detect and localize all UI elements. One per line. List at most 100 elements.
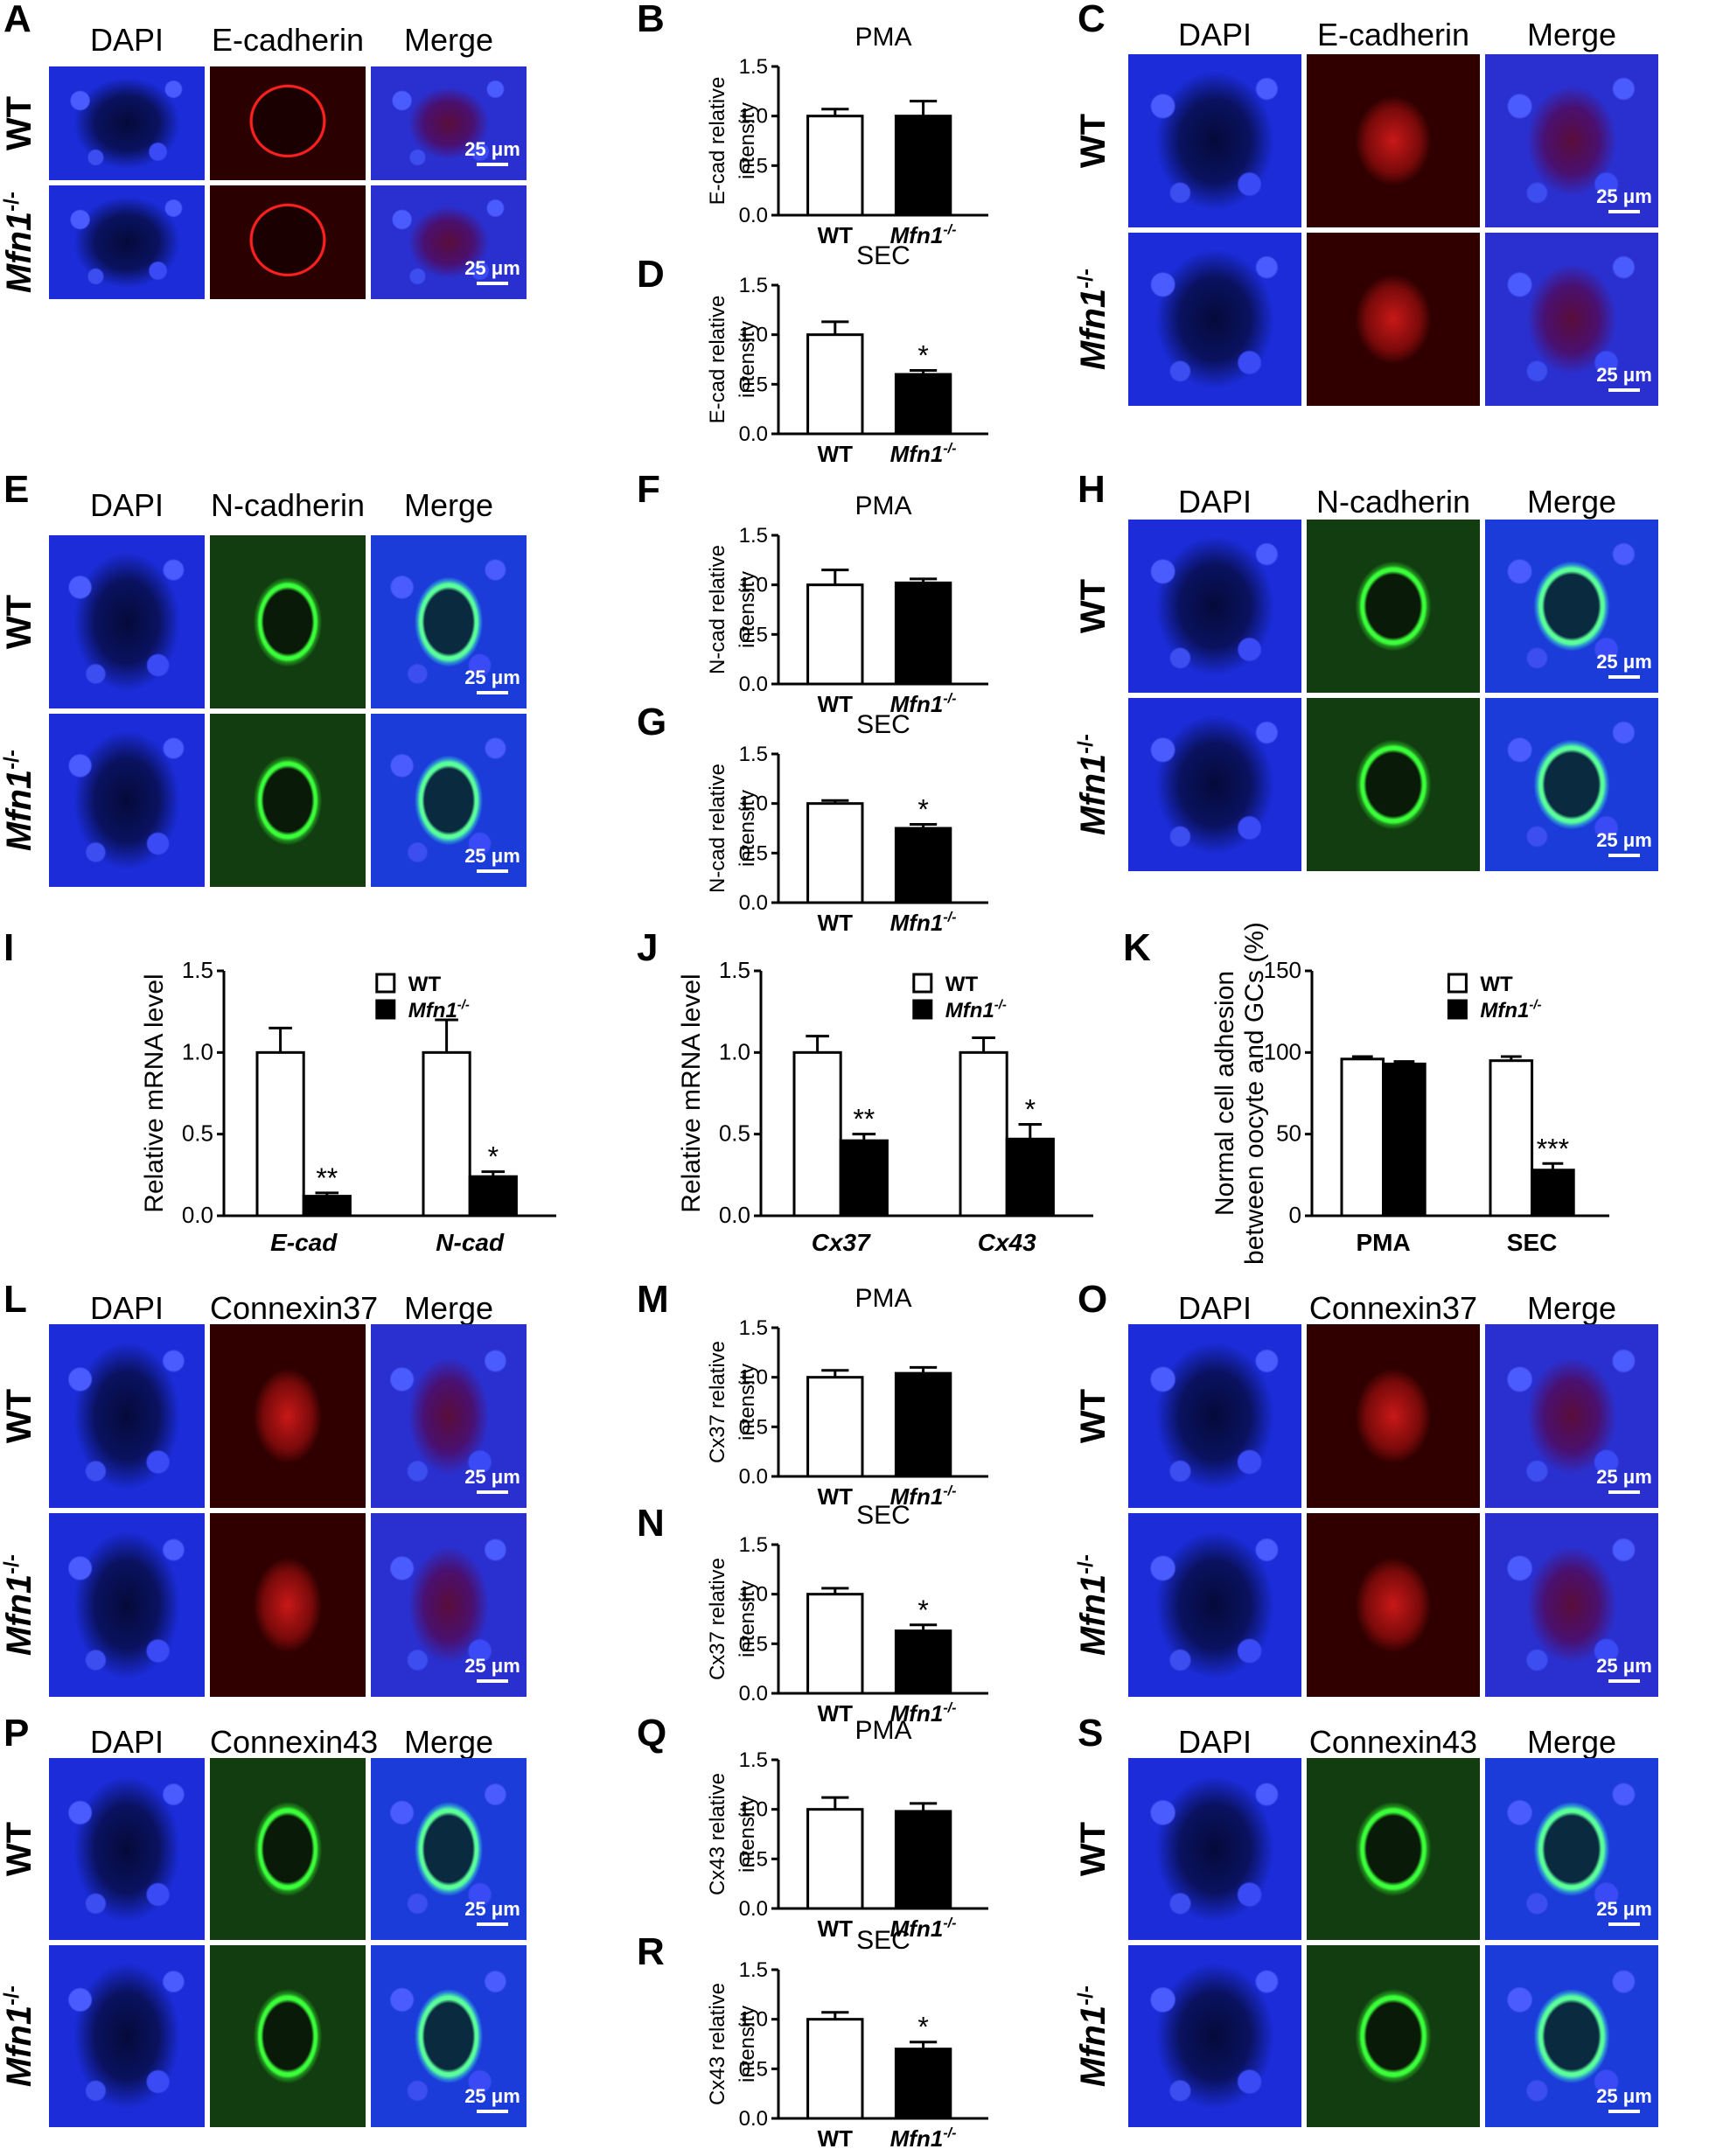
bar-wt: [792, 1050, 842, 1218]
y-axis-label: N-cad relative: [706, 545, 729, 674]
scale-bar-line: [477, 869, 508, 873]
bar-mfn1-ko: [1531, 1169, 1575, 1218]
chart-title: SEC: [856, 1926, 910, 1955]
chart-title: PMA: [855, 492, 911, 520]
bar-mfn1-ko: [468, 1175, 518, 1218]
panel-label-f: F: [637, 468, 660, 511]
legend-swatch: [1447, 973, 1468, 994]
bar-wt: [806, 583, 864, 686]
micrograph-merge-mfn1-ko: [371, 1945, 527, 2127]
panel-label-m: M: [637, 1278, 669, 1321]
row-label-mfn1-ko: Mfn1-/-: [0, 155, 39, 330]
significance-marker: *: [917, 793, 928, 825]
y-tick-label: 0.0: [739, 891, 768, 915]
legend-label: WT: [945, 973, 979, 996]
scale-bar-label: 25 μm: [464, 2085, 520, 2107]
micrograph-dapi-wt: [1128, 54, 1301, 227]
scale-bar: 25 μm: [1595, 1468, 1653, 1494]
micrograph-merge-mfn1-ko: [371, 1513, 527, 1697]
x-tick-label: Cx37: [812, 1229, 871, 1256]
significance-marker: *: [917, 339, 928, 371]
panel-label-i: I: [3, 926, 15, 969]
micrograph-dapi-mfn1-ko: [49, 1513, 205, 1697]
scale-bar-line: [477, 691, 508, 694]
bar-mfn1-ko: [894, 373, 952, 436]
micrograph-merge-wt: [1485, 1758, 1658, 1940]
y-axis-label: E-cad relative: [706, 77, 729, 206]
y-axis-label: Cx37 relative: [706, 1341, 729, 1463]
micrograph-merge-mfn1-ko: [1485, 233, 1658, 406]
y-tick-label: 0.0: [719, 1202, 750, 1228]
column-header-stain: N-cadherin: [1315, 484, 1471, 520]
y-axis-label: intensity: [736, 1364, 759, 1441]
scale-bar-line: [1608, 2110, 1640, 2113]
row-label-genotype: -/-: [0, 192, 24, 212]
scale-bar: 25 μm: [464, 259, 521, 285]
significance-marker: *: [488, 1141, 499, 1173]
y-tick-label: 1.0: [739, 792, 768, 816]
scale-bar-line: [1608, 1490, 1640, 1494]
row-label-wt: WT: [1074, 113, 1113, 169]
column-header-stain: Connexin37: [1308, 1290, 1478, 1326]
row-label-gene: Mfn1: [0, 211, 39, 294]
panel-label-e: E: [3, 468, 30, 511]
row-label-mfn1-ko: Mfn1-/-: [1074, 232, 1113, 407]
row-label-genotype: -/-: [1073, 1554, 1098, 1574]
scale-bar-line: [477, 2110, 508, 2113]
y-tick-label: 0.5: [739, 1632, 768, 1656]
x-tick-label: WT: [818, 2125, 854, 2152]
scale-bar: 25 μm: [1595, 1900, 1653, 1926]
column-header-dapi: DAPI: [1177, 1724, 1252, 1760]
panel-label-g: G: [637, 701, 667, 743]
column-header-dapi: DAPI: [89, 487, 164, 523]
grouped-bar-chart-k: 0 50 100 150 Normal cell adhesion between ooc…: [1210, 922, 1609, 1265]
significance-marker: *: [1025, 1093, 1036, 1125]
row-label-mfn1-ko: Mfn1-/-: [1074, 697, 1113, 872]
scale-bar: 25 μm: [464, 1657, 521, 1683]
x-tick-label: Mfn1-/-: [890, 222, 957, 248]
bar-mfn1-ko: [894, 1371, 952, 1478]
scale-bar: 25 μm: [1595, 187, 1653, 213]
significance-marker: **: [316, 1162, 338, 1194]
micrograph-merge-mfn1-ko: [371, 185, 527, 299]
y-tick-label: 1.5: [739, 1316, 768, 1340]
bar-wt: [959, 1050, 1008, 1218]
micrograph-merge-wt: [1485, 1324, 1658, 1508]
y-tick-label: 0.0: [739, 204, 768, 227]
scale-bar-line: [1608, 854, 1640, 857]
scale-bar: 25 μm: [1595, 652, 1653, 679]
bar-chart-g: 0.0 0.5 1.0 1.5 N-cad relative intensity SEC WT…: [706, 710, 988, 936]
significance-marker: **: [853, 1104, 875, 1135]
micrograph-stain-mfn1-ko: [210, 714, 366, 887]
x-tick-label: Mfn1-/-: [890, 1915, 957, 1942]
y-tick-label: 0.5: [739, 1415, 768, 1439]
column-header-stain: E-cadherin: [211, 22, 365, 58]
row-label-wt: WT: [1074, 1821, 1113, 1877]
column-header-stain: N-cadherin: [210, 487, 366, 523]
bar-mfn1-ko: [894, 1810, 952, 1910]
row-label-wt: WT: [0, 1388, 38, 1444]
y-tick-label: 1.5: [739, 743, 768, 766]
scale-bar-line: [1608, 1679, 1640, 1683]
scale-bar-label: 25 μm: [1596, 1898, 1652, 1920]
row-label-mfn1-ko: Mfn1-/-: [0, 1518, 38, 1692]
y-tick-label: 0.0: [739, 1465, 768, 1489]
legend-label: WT: [1480, 973, 1513, 996]
x-tick-label: Mfn1-/-: [890, 910, 957, 936]
chart-title: SEC: [856, 1501, 910, 1530]
significance-marker: *: [917, 1594, 928, 1626]
y-axis-label: intensity: [736, 571, 759, 648]
panel-label-d: D: [637, 253, 665, 296]
y-tick-label: 0.0: [739, 1897, 768, 1921]
row-label-genotype: -/-: [0, 1554, 24, 1574]
micrograph-merge-mfn1-ko: [371, 714, 527, 887]
y-tick-label: 0.5: [182, 1120, 213, 1147]
x-tick-label: Mfn1-/-: [890, 691, 957, 717]
column-header-merge: Merge: [1526, 17, 1617, 52]
y-axis-label: intensity: [736, 102, 759, 179]
micrograph-merge-mfn1-ko: [1485, 1513, 1658, 1697]
scale-bar-label: 25 μm: [464, 666, 520, 688]
y-axis-label: between oocyte and GCs (%): [1240, 922, 1269, 1265]
column-header-stain: E-cadherin: [1316, 17, 1470, 52]
x-tick-label: WT: [818, 1483, 854, 1510]
